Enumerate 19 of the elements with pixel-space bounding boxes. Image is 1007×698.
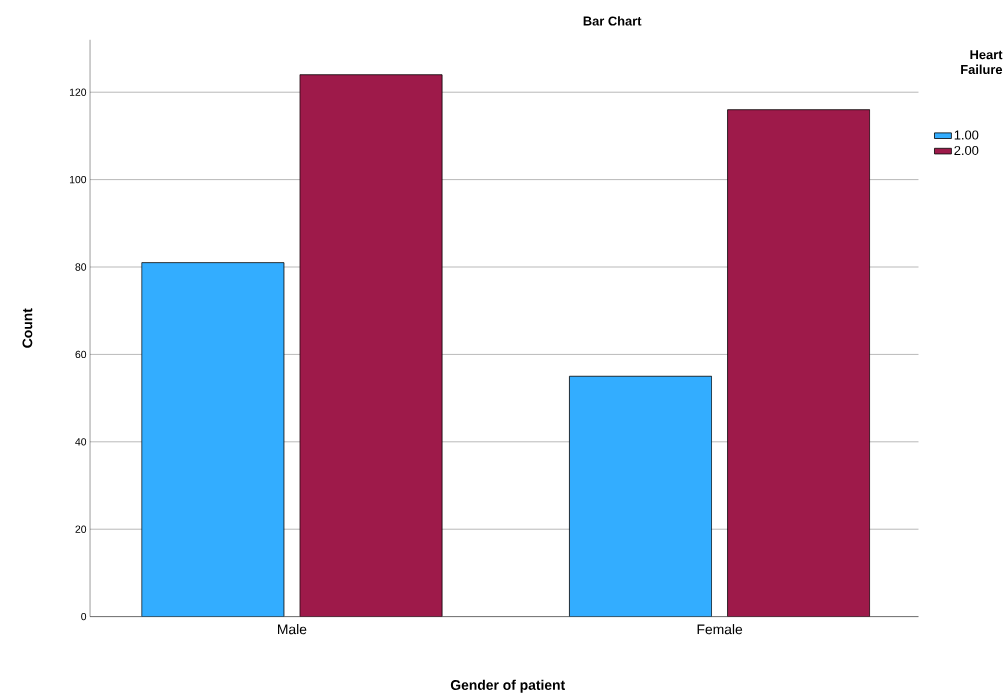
y-tick-label: 80: [75, 263, 87, 271]
legend-label: 1.00: [954, 130, 979, 140]
bar: [727, 109, 871, 617]
bar: [141, 262, 285, 617]
x-tick-label: Female: [697, 623, 743, 635]
legend-title: Heart Failure: [961, 50, 1003, 75]
chart-title: Bar Chart: [583, 16, 642, 26]
y-tick-label: 120: [69, 88, 87, 96]
y-tick-label: 0: [81, 612, 87, 621]
bar: [299, 74, 443, 617]
bar: [569, 375, 713, 617]
x-axis-title: Gender of patient: [450, 679, 565, 693]
y-tick-label: 40: [75, 438, 87, 446]
x-tick-label: Male: [278, 623, 307, 635]
legend-label: 2.00: [954, 145, 979, 155]
y-tick-label: 20: [75, 525, 87, 533]
y-tick-label: 60: [75, 350, 87, 359]
y-axis-title: Count: [22, 308, 33, 348]
y-tick-label: 100: [69, 175, 87, 184]
